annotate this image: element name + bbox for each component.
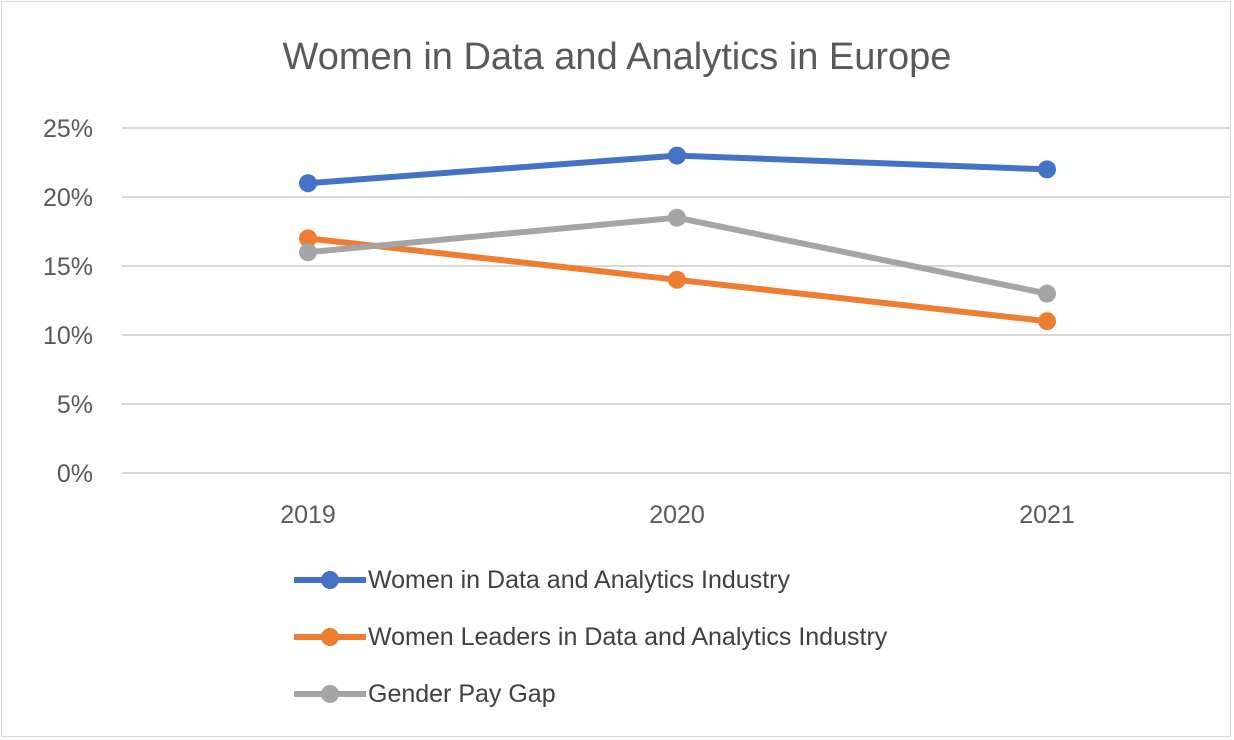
y-tick-label: 25% bbox=[43, 115, 93, 143]
y-tick-label: 5% bbox=[57, 391, 93, 419]
data-point bbox=[1038, 312, 1056, 331]
legend-swatch bbox=[294, 685, 366, 703]
legend-label: Women in Data and Analytics Industry bbox=[368, 565, 790, 594]
y-tick-label: 0% bbox=[57, 460, 93, 488]
data-point bbox=[668, 146, 686, 165]
x-tick-label: 2021 bbox=[1019, 501, 1075, 529]
legend-label: Gender Pay Gap bbox=[368, 679, 556, 708]
y-tick-label: 20% bbox=[43, 184, 93, 212]
x-tick-label: 2019 bbox=[280, 501, 336, 529]
data-point bbox=[668, 270, 686, 289]
y-tick-label: 15% bbox=[43, 253, 93, 281]
legend-swatch bbox=[294, 628, 366, 646]
legend-item: Gender Pay Gap bbox=[292, 679, 556, 709]
data-point bbox=[299, 174, 317, 193]
legend-item: Women Leaders in Data and Analytics Indu… bbox=[292, 622, 887, 652]
legend-label: Women Leaders in Data and Analytics Indu… bbox=[368, 622, 888, 651]
chart-title: Women in Data and Analytics in Europe bbox=[282, 36, 952, 78]
data-point bbox=[1038, 284, 1056, 303]
data-point bbox=[668, 208, 686, 227]
legend-swatch bbox=[294, 571, 366, 589]
legend-item: Women in Data and Analytics Industry bbox=[292, 565, 790, 595]
data-point bbox=[1038, 160, 1056, 179]
x-tick-label: 2020 bbox=[649, 501, 705, 529]
data-point bbox=[299, 229, 317, 248]
y-tick-label: 10% bbox=[43, 322, 93, 350]
data-point bbox=[299, 243, 317, 262]
